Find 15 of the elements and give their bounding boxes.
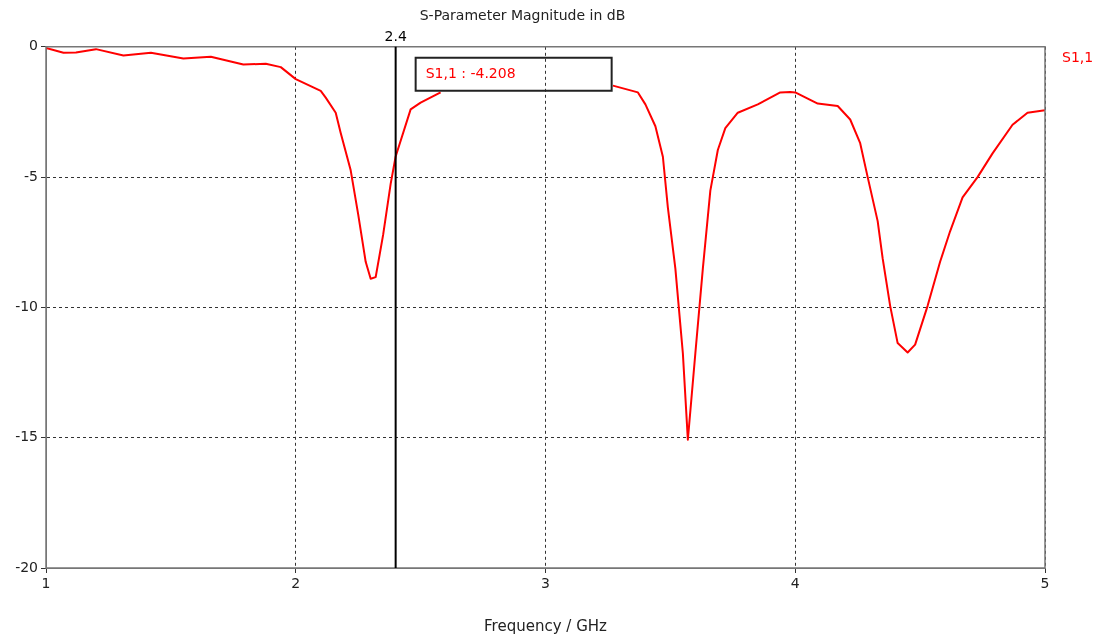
x-tick-label: 5 [1040, 575, 1050, 592]
x-tick-label: 4 [790, 575, 800, 592]
x-tick-label: 2 [291, 575, 301, 592]
y-tick-label: -20 [15, 558, 38, 575]
y-tick-label: -15 [15, 428, 38, 445]
y-tick-label: 0 [29, 37, 38, 54]
x-tick-label: 1 [41, 575, 51, 592]
y-tick-label: -10 [15, 298, 38, 315]
chart-title: S-Parameter Magnitude in dB [419, 7, 626, 24]
y-tick-label: -5 [24, 167, 38, 184]
annotation: S1,1 : -4.208 [425, 64, 516, 81]
ref-line-label: 2.4 [384, 28, 407, 45]
x-axis-title: Frequency / GHz [484, 616, 608, 635]
x-tick-label: 3 [541, 575, 550, 592]
text: S1,1 [1062, 49, 1094, 66]
